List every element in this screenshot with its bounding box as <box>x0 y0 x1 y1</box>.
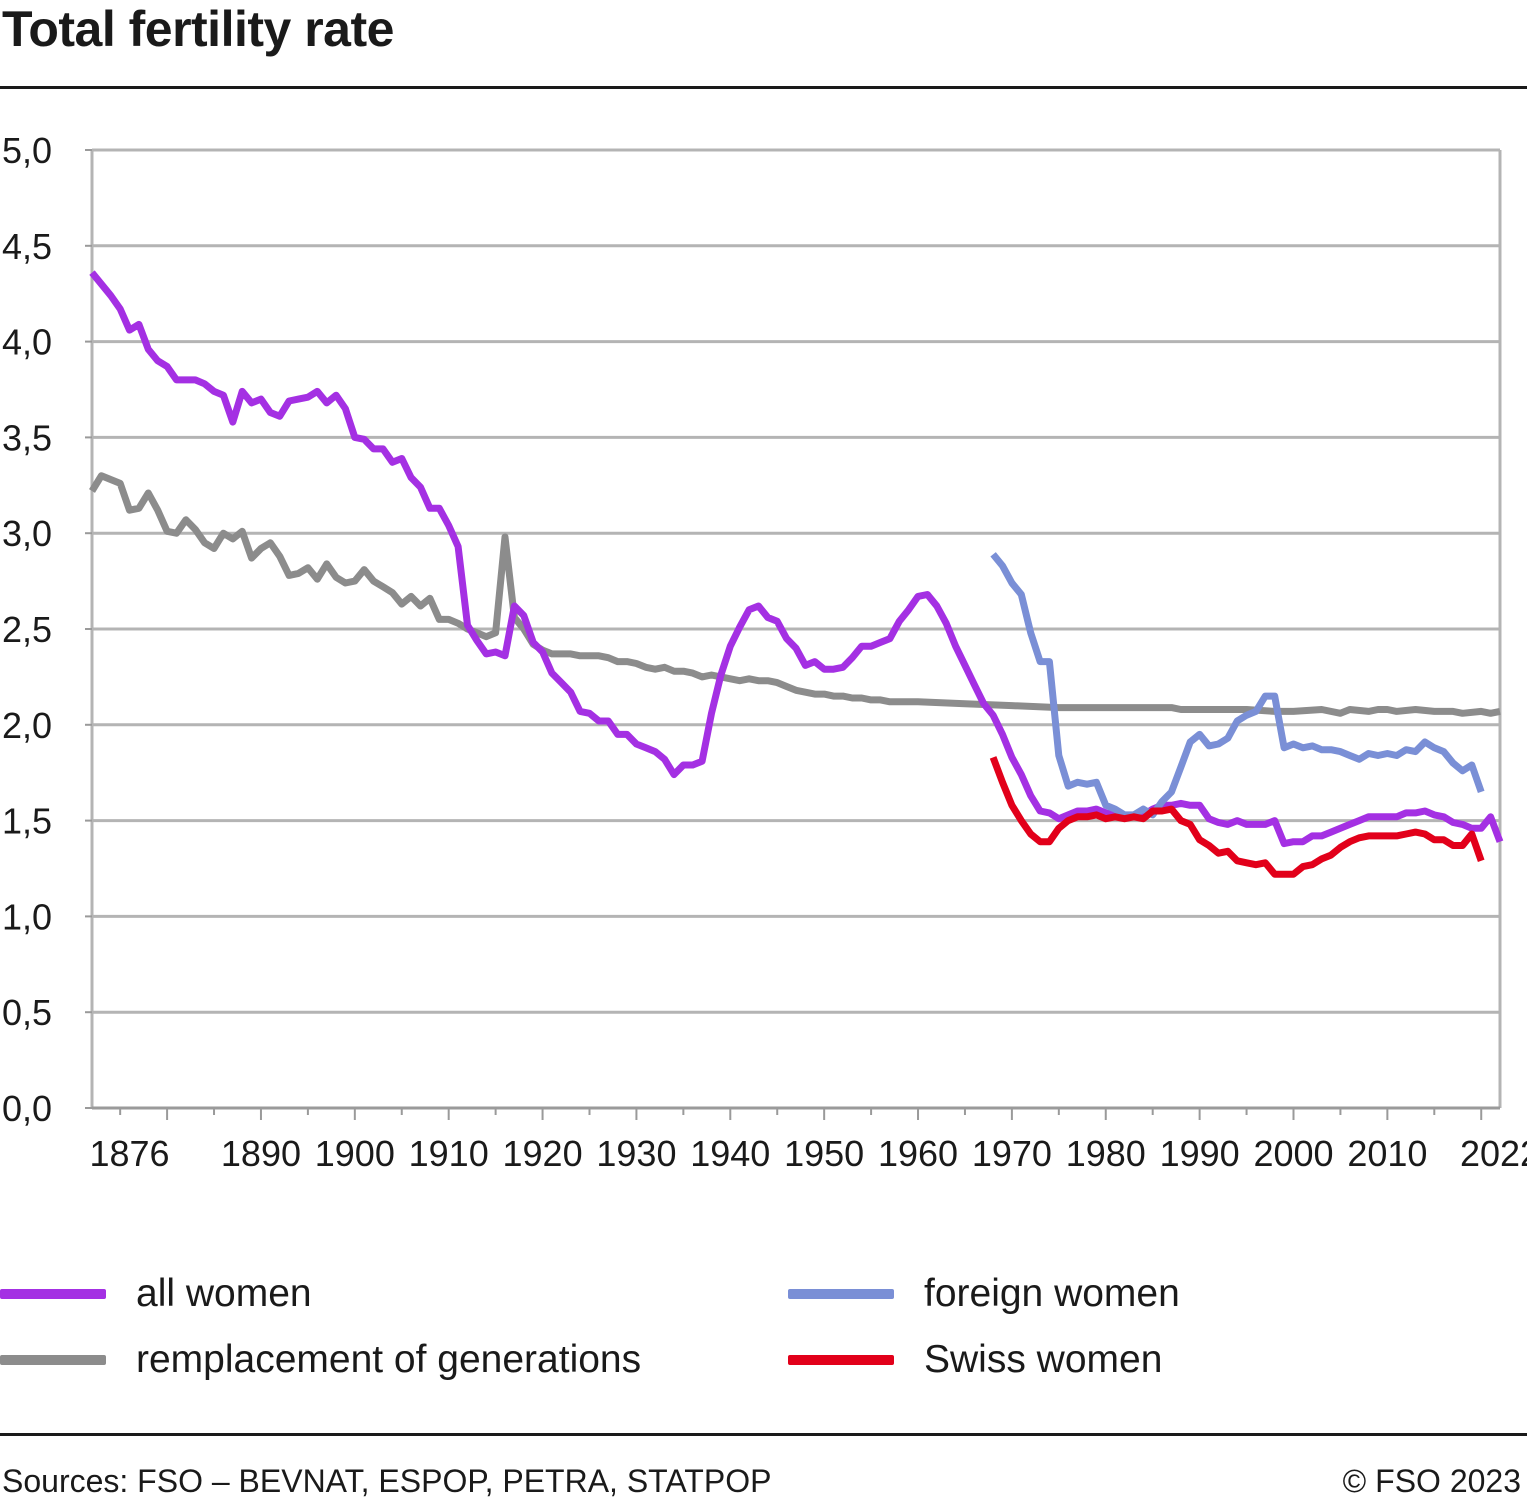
x-tick-label: 1910 <box>409 1133 489 1174</box>
legend-label-foreign-women: foreign women <box>924 1272 1180 1315</box>
x-tick-label: 1990 <box>1160 1133 1240 1174</box>
y-tick-label: 3,5 <box>2 417 52 458</box>
chart-series <box>89 270 1504 878</box>
y-tick-label: 1,5 <box>2 801 52 842</box>
legend-swatch-replacement <box>0 1355 106 1365</box>
x-tick-label: 2000 <box>1253 1133 1333 1174</box>
y-tick-label: 0,0 <box>2 1088 52 1129</box>
x-tick-label: 1920 <box>503 1133 583 1174</box>
x-axis: 1876 1890 1900 1910 1920 1930 1940 1950 1960 1970… <box>89 1108 1527 1174</box>
x-tick-label: 1900 <box>315 1133 395 1174</box>
y-tick-label: 5,0 <box>2 130 52 171</box>
x-tick-label: 1930 <box>596 1133 676 1174</box>
x-tick-label: 1980 <box>1066 1133 1146 1174</box>
y-tick-label: 3,0 <box>2 513 52 554</box>
source-note: Sources: FSO – BEVNAT, ESPOP, PETRA, STA… <box>2 1463 772 1499</box>
legend-item-swiss-women: Swiss women <box>788 1330 1162 1390</box>
series-line-all-women <box>89 270 1504 848</box>
legend-label-all-women: all women <box>136 1272 312 1315</box>
series-line-remplacement-of-generations <box>89 472 1501 717</box>
y-tick-label: 4,5 <box>2 226 52 267</box>
legend-swatch-all-women <box>0 1289 106 1299</box>
x-tick-label: 1940 <box>690 1133 770 1174</box>
chart-grid <box>92 148 1500 1014</box>
x-tick-label: 2010 <box>1347 1133 1427 1174</box>
x-tick-label: 1960 <box>878 1133 958 1174</box>
legend-item-replacement: remplacement of generations <box>0 1330 641 1390</box>
y-axis: 0,0 0,5 1,0 1,5 2,0 2,5 3,0 3,5 4,0 4,5 5,0 <box>2 130 92 1129</box>
legend-swatch-foreign-women <box>788 1289 894 1299</box>
legend-swatch-swiss-women <box>788 1355 894 1365</box>
y-tick-label: 0,5 <box>2 992 52 1033</box>
legend-item-all-women: all women <box>0 1264 312 1324</box>
title-divider <box>0 86 1527 89</box>
chart-title: Total fertility rate <box>2 1 394 57</box>
x-tick-label: 2022 <box>1460 1133 1527 1174</box>
line-chart: 0,00,51,01,52,02,53,03,54,04,55,0 1876 18… <box>2 130 1527 1174</box>
y-tick-label: 4,0 <box>2 322 52 363</box>
series-line-foreign-women <box>990 552 1485 819</box>
series-line-swiss-women <box>989 756 1485 878</box>
y-tick-label: 1,0 <box>2 896 52 937</box>
x-tick-label: 1950 <box>784 1133 864 1174</box>
x-tick-label: 1970 <box>972 1133 1052 1174</box>
legend-label-replacement: remplacement of generations <box>136 1338 642 1381</box>
legend-item-foreign-women: foreign women <box>788 1264 1180 1324</box>
y-tick-label: 2,5 <box>2 609 52 650</box>
footer-divider <box>0 1433 1527 1436</box>
x-tick-label: 1876 <box>89 1133 169 1174</box>
legend-label-swiss-women: Swiss women <box>924 1338 1163 1381</box>
x-tick-label: 1890 <box>221 1133 301 1174</box>
chart-legend: all women foreign women remplacement of … <box>0 1262 1527 1402</box>
copyright-note: © FSO 2023 <box>1342 1463 1521 1499</box>
y-tick-label: 2,0 <box>2 705 52 746</box>
